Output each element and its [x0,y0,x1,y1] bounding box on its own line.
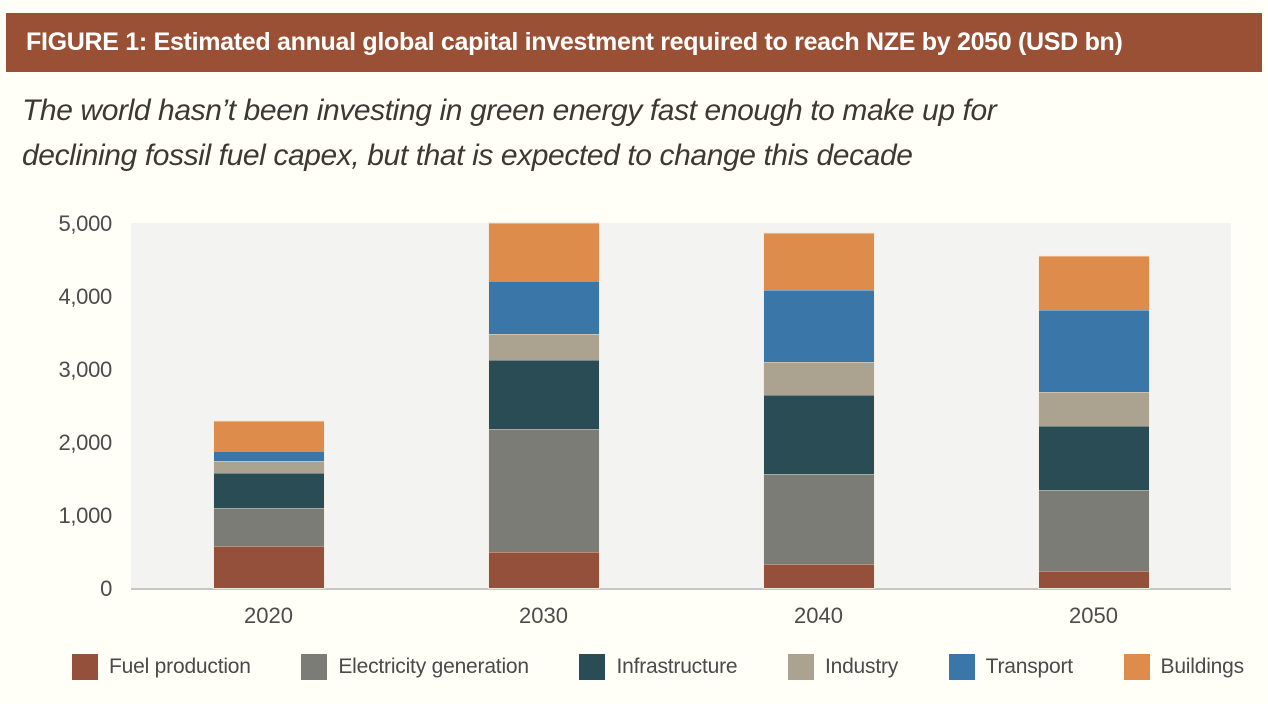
bar-segment-infrastructure [763,394,874,475]
bar-segment-fuel-production [1038,571,1149,588]
bar-segment-infrastructure [213,473,324,508]
bar-segment-electricity-generation [488,428,599,552]
legend-label: Buildings [1160,655,1245,678]
legend-swatch-icon [579,654,606,680]
bar-segment-transport [1038,309,1149,392]
subtitle-line-2: declining fossil fuel capex, but that is… [22,139,913,172]
legend-swatch-icon [948,654,975,680]
bar-segment-buildings [1038,255,1149,310]
figure-subtitle: The world hasn’t been investing in green… [22,88,997,178]
legend-swatch-icon [301,654,328,680]
bar-segment-transport [213,450,324,462]
y-axis-tick-label: 4,000 [58,284,112,309]
legend-label: Electricity generation [338,655,529,678]
bar-segment-fuel-production [763,563,874,588]
bar-segment-buildings [488,223,599,281]
bar-segment-buildings [763,233,874,291]
x-axis-label-2030: 2030 [519,603,568,628]
legend-item-infrastructure: Infrastructure [579,654,738,680]
legend-label: Fuel production [109,655,251,678]
y-axis-tick-label: 0 [100,576,112,601]
bar-segment-fuel-production [213,545,324,588]
bar-segment-electricity-generation [763,474,874,564]
stacked-bar-2040 [762,232,875,589]
legend-item-fuel-production: Fuel production [72,654,251,680]
stacked-bar-2020 [212,419,325,590]
y-axis-tick-label: 2,000 [58,430,112,455]
figure-title-bar: FIGURE 1: Estimated annual global capita… [6,13,1262,72]
bar-segment-industry [488,334,599,361]
y-axis: 0 1,000 2,000 3,000 4,000 5,000 [0,211,112,601]
x-axis-label-2020: 2020 [244,603,293,628]
legend-swatch-icon [1123,654,1150,680]
legend-label: Infrastructure [616,655,738,678]
legend-item-buildings: Buildings [1123,654,1245,680]
legend-item-industry: Industry [787,654,899,680]
figure-title: FIGURE 1: Estimated annual global capita… [26,28,1123,56]
stacked-bar-2050 [1037,254,1150,590]
bar-segment-electricity-generation [1038,490,1149,572]
chart-legend: Fuel production Electricity generation Inf… [72,654,1244,680]
bar-segment-industry [763,361,874,395]
bar-segment-buildings [213,420,324,451]
legend-swatch-icon [787,654,814,680]
subtitle-line-1: The world hasn’t been investing in green… [22,94,997,127]
bar-segment-industry [1038,391,1149,426]
bar-segment-infrastructure [488,360,599,429]
x-axis: 2020 2030 2040 2050 [131,603,1231,633]
plot-area [131,222,1231,590]
y-axis-tick-label: 5,000 [58,211,112,236]
x-axis-label-2050: 2050 [1069,603,1118,628]
y-axis-tick-label: 3,000 [58,357,112,382]
legend-label: Transport [985,655,1073,678]
bar-segment-industry [213,461,324,474]
legend-label: Industry [824,655,899,678]
bar-segment-transport [488,280,599,334]
legend-swatch-icon [72,654,98,680]
bar-segment-infrastructure [1038,425,1149,491]
bar-segment-fuel-production [488,551,599,588]
legend-item-electricity-generation: Electricity generation [301,654,529,680]
legend-item-transport: Transport [948,654,1073,680]
stacked-bar-2030 [487,222,600,589]
x-axis-label-2040: 2040 [794,603,843,628]
bar-segment-transport [763,290,874,362]
bar-segment-electricity-generation [213,507,324,546]
y-axis-tick-label: 1,000 [58,503,112,528]
